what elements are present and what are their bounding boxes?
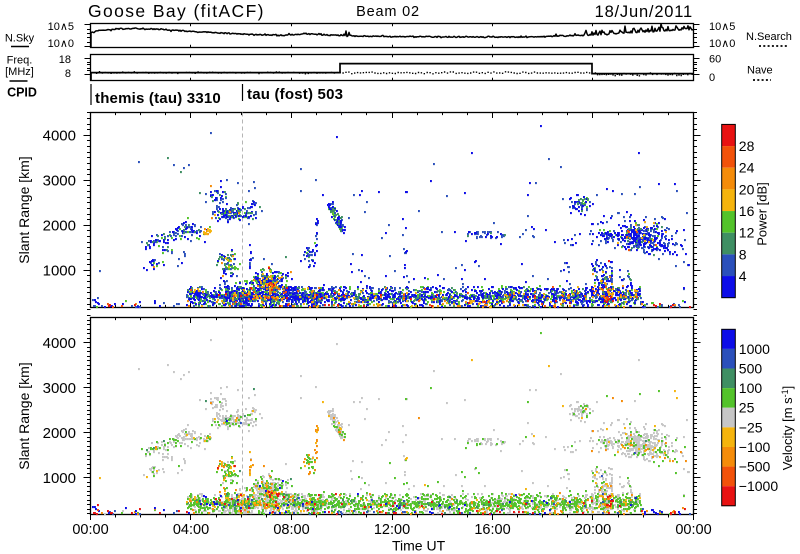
svg-text:8: 8 [65, 68, 71, 80]
svg-text:Slant Range [km]: Slant Range [km] [16, 362, 32, 469]
svg-text:24: 24 [739, 160, 755, 176]
svg-text:−25: −25 [739, 419, 763, 435]
svg-text:0: 0 [709, 72, 715, 84]
svg-text:16: 16 [739, 203, 755, 219]
svg-text:18/Jun/2011: 18/Jun/2011 [595, 3, 693, 21]
svg-text:18: 18 [59, 54, 71, 66]
svg-text:10∧5: 10∧5 [709, 21, 735, 33]
svg-text:themis (tau) 3310: themis (tau) 3310 [95, 90, 221, 107]
svg-text:Goose Bay (fitACF): Goose Bay (fitACF) [88, 1, 265, 21]
svg-text:Velocity [m s-1]: Velocity [m s-1] [780, 386, 795, 471]
svg-text:2000: 2000 [43, 218, 76, 235]
svg-text:60: 60 [709, 54, 721, 66]
svg-text:CPID: CPID [7, 86, 37, 100]
svg-text:00:00: 00:00 [675, 522, 711, 538]
svg-text:Nave: Nave [747, 65, 773, 77]
svg-text:100: 100 [739, 380, 763, 396]
svg-text:12: 12 [739, 225, 755, 241]
svg-text:10∧5: 10∧5 [48, 21, 74, 33]
svg-text:[MHz]: [MHz] [5, 66, 34, 78]
svg-text:1000: 1000 [43, 470, 76, 487]
svg-text:8: 8 [739, 246, 747, 262]
svg-text:16:00: 16:00 [474, 522, 510, 538]
svg-text:Time UT: Time UT [392, 538, 446, 554]
svg-text:10∧0: 10∧0 [48, 38, 74, 50]
svg-text:2000: 2000 [43, 425, 76, 442]
svg-text:−1000: −1000 [739, 478, 779, 494]
svg-text:08:00: 08:00 [273, 522, 309, 538]
svg-text:04:00: 04:00 [173, 522, 209, 538]
svg-text:Power [dB]: Power [dB] [755, 182, 770, 246]
svg-text:N.Sky: N.Sky [5, 33, 35, 45]
svg-text:Slant Range [km]: Slant Range [km] [16, 156, 32, 263]
svg-text:20: 20 [739, 181, 755, 197]
svg-text:10∧0: 10∧0 [709, 38, 735, 50]
svg-text:N.Search: N.Search [746, 31, 792, 43]
svg-text:4000: 4000 [43, 128, 76, 145]
svg-text:3000: 3000 [43, 173, 76, 190]
svg-text:Freq.: Freq. [7, 55, 33, 67]
svg-text:−500: −500 [739, 459, 771, 475]
svg-text:28: 28 [739, 138, 755, 154]
svg-text:12:00: 12:00 [374, 522, 410, 538]
svg-text:tau (fost) 503: tau (fost) 503 [247, 86, 343, 103]
svg-text:1000: 1000 [739, 341, 770, 357]
svg-text:20:00: 20:00 [575, 522, 611, 538]
svg-text:500: 500 [739, 361, 763, 377]
svg-text:3000: 3000 [43, 380, 76, 397]
svg-text:Beam 02: Beam 02 [356, 4, 420, 20]
svg-text:4: 4 [739, 268, 747, 284]
svg-text:1000: 1000 [43, 263, 76, 280]
svg-text:4000: 4000 [43, 335, 76, 352]
svg-text:25: 25 [739, 400, 755, 416]
svg-text:00:00: 00:00 [72, 522, 108, 538]
svg-text:−100: −100 [739, 439, 771, 455]
